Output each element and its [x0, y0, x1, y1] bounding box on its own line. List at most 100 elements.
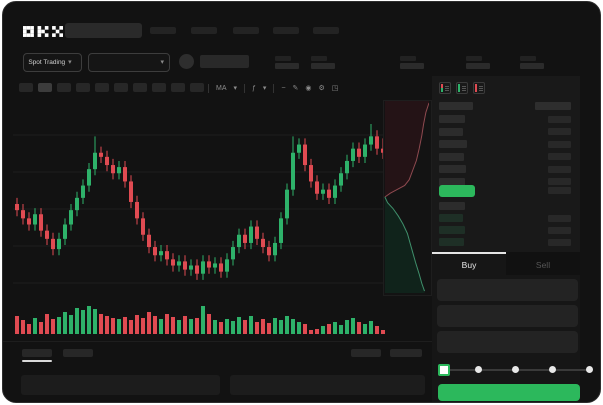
icon-top	[458, 84, 460, 88]
bid-row-amount[interactable]	[548, 214, 571, 222]
icon-lines	[479, 85, 483, 91]
divider	[208, 83, 209, 93]
settings-icon[interactable]: ⚙	[318, 85, 325, 92]
nav-item-2[interactable]	[191, 27, 217, 34]
ask-row-price[interactable]	[439, 177, 465, 186]
nav-item-5[interactable]	[313, 27, 339, 34]
chevron-down-icon[interactable]: ▾	[233, 85, 238, 92]
bottom-tab[interactable]	[63, 349, 93, 357]
chart-tools: MA ▾ ƒ ▾ ~ ✎ ◉ ⚙ ◳	[208, 81, 338, 95]
pair-name-placeholder	[200, 55, 249, 68]
bottom-tab[interactable]	[351, 349, 381, 357]
trendline-icon[interactable]: ~	[281, 84, 286, 92]
icon-line	[479, 89, 483, 91]
order-field-amount[interactable]	[437, 305, 578, 327]
ask-row-amount[interactable]	[548, 115, 571, 123]
volume-chart[interactable]	[13, 301, 385, 336]
slider-stop[interactable]	[549, 366, 556, 373]
ask-row-amount[interactable]	[548, 165, 571, 173]
buy-button[interactable]	[438, 384, 580, 401]
bid-row-price[interactable]	[439, 202, 465, 210]
nav-item-4[interactable]	[273, 27, 299, 34]
stat-3	[400, 56, 430, 70]
ask-row-price[interactable]	[439, 115, 465, 123]
icon-color-column	[475, 84, 477, 92]
buy-sell-tabs: Buy Sell	[432, 252, 580, 275]
timeframe-button[interactable]	[95, 83, 109, 92]
slider-stop[interactable]	[438, 364, 450, 376]
icon-line	[445, 89, 449, 91]
chevron-down-icon[interactable]: ▾	[262, 85, 267, 92]
ask-row-price[interactable]	[439, 165, 466, 173]
bid-row-price[interactable]	[439, 214, 463, 222]
nav-item-1[interactable]	[150, 27, 176, 34]
stat-value-placeholder	[520, 63, 544, 69]
tab-sell[interactable]: Sell	[506, 252, 580, 275]
ask-row-price[interactable]	[439, 152, 464, 161]
slider-stop[interactable]	[475, 366, 482, 373]
timeframe-button[interactable]	[133, 83, 147, 92]
icon-line	[462, 85, 466, 87]
bottom-tab[interactable]	[22, 349, 52, 357]
indicator-ma-icon[interactable]: MA	[216, 84, 227, 92]
bottom-tab[interactable]	[390, 349, 422, 357]
stat-label-placeholder	[520, 56, 536, 61]
icon-line	[479, 87, 483, 89]
icon-top	[441, 84, 443, 88]
timeframe-button[interactable]	[57, 83, 71, 92]
nav-item-3[interactable]	[233, 27, 259, 34]
icon-line	[462, 87, 466, 89]
ask-row-price[interactable]	[439, 127, 463, 136]
last-price-amount	[548, 187, 571, 194]
orders-panel-right	[230, 375, 425, 395]
ask-row-amount[interactable]	[548, 178, 571, 185]
bid-row-amount[interactable]	[548, 238, 571, 246]
stat-4	[466, 56, 496, 70]
timeframe-button[interactable]	[190, 83, 204, 92]
fullscreen-icon[interactable]: ◳	[331, 85, 339, 92]
order-field-price[interactable]	[437, 279, 578, 301]
bid-row-amount[interactable]	[548, 226, 571, 234]
book-asks-icon[interactable]	[473, 82, 485, 94]
function-icon[interactable]: ƒ	[252, 84, 256, 92]
timeframe-button[interactable]	[114, 83, 128, 92]
ask-row-price[interactable]	[439, 140, 467, 148]
timeframe-button[interactable]	[152, 83, 166, 92]
icon-line	[462, 89, 466, 91]
ask-row-amount[interactable]	[548, 153, 571, 160]
order-field-total[interactable]	[437, 331, 578, 353]
bid-row-price[interactable]	[439, 226, 465, 234]
timeframe-button[interactable]	[19, 83, 33, 92]
candlestick-chart[interactable]	[13, 100, 385, 298]
depth-chart[interactable]	[383, 100, 432, 296]
pair-select-dropdown[interactable]: ▾	[88, 53, 170, 72]
stat-label-placeholder	[275, 56, 291, 61]
book-combined-icon[interactable]	[439, 82, 451, 94]
trade-form	[432, 252, 580, 402]
draw-icon[interactable]: ✎	[292, 85, 299, 92]
slider-stop[interactable]	[512, 366, 519, 373]
divider	[3, 341, 433, 342]
okx-logo[interactable]	[23, 25, 63, 38]
search-input[interactable]	[65, 23, 142, 38]
timeframe-button[interactable]	[38, 83, 52, 92]
chevron-down-icon: ▾	[68, 59, 72, 66]
bid-row-price[interactable]	[439, 238, 464, 246]
timeframe-button[interactable]	[171, 83, 185, 92]
market-type-dropdown[interactable]: Spot Trading ▾	[23, 53, 82, 72]
icon-lines	[445, 85, 449, 91]
book-bids-icon[interactable]	[456, 82, 468, 94]
ask-row-amount[interactable]	[548, 140, 571, 148]
icon-line	[445, 87, 449, 89]
stat-value-placeholder	[275, 63, 299, 69]
stat-5	[520, 56, 550, 70]
last-price-badge[interactable]	[439, 185, 475, 197]
market-type-label: Spot Trading	[28, 59, 66, 66]
tab-buy[interactable]: Buy	[432, 252, 506, 275]
timeframe-button[interactable]	[76, 83, 90, 92]
icon-color-column	[441, 84, 443, 92]
ask-row-amount[interactable]	[548, 128, 571, 135]
slider-stop[interactable]	[586, 366, 593, 373]
snapshot-icon[interactable]: ◉	[305, 85, 312, 92]
